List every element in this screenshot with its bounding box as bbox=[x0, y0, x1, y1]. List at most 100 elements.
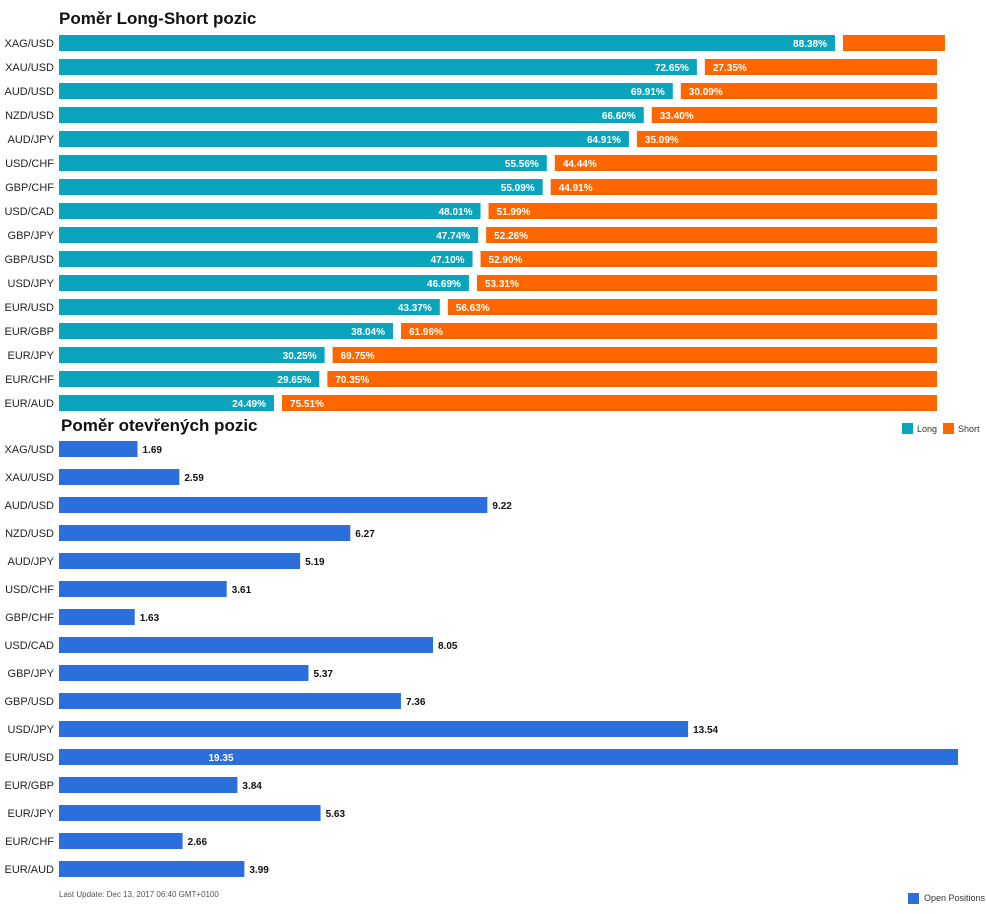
long-value-label: 88.38% bbox=[793, 39, 827, 50]
open-positions-bar bbox=[59, 497, 488, 513]
category-label: EUR/GBP bbox=[4, 780, 54, 792]
short-value-label: 44.91% bbox=[559, 183, 593, 194]
short-value-label: 51.99% bbox=[497, 207, 531, 218]
category-label: EUR/USD bbox=[4, 302, 54, 314]
short-bar bbox=[554, 155, 937, 171]
short-value-label: 56.63% bbox=[456, 303, 490, 314]
category-label: AUD/USD bbox=[4, 86, 54, 98]
open-positions-value-label: 5.63 bbox=[326, 809, 346, 820]
short-bar bbox=[680, 83, 937, 99]
long-value-label: 66.60% bbox=[602, 111, 636, 122]
legend-short-label: Short bbox=[958, 424, 980, 434]
short-value-label: 35.09% bbox=[645, 135, 679, 146]
open-positions-bar bbox=[59, 665, 309, 681]
long-value-label: 30.25% bbox=[283, 351, 317, 362]
long-value-label: 55.09% bbox=[501, 183, 535, 194]
category-label: USD/JPY bbox=[8, 724, 55, 736]
open-positions-value-label: 1.63 bbox=[140, 613, 160, 624]
open-positions-bar bbox=[59, 441, 138, 457]
short-bar bbox=[480, 251, 937, 267]
long-value-label: 24.49% bbox=[232, 399, 266, 410]
category-label: AUD/JPY bbox=[8, 134, 55, 146]
category-label: USD/CAD bbox=[4, 640, 54, 652]
category-label: EUR/USD bbox=[4, 752, 54, 764]
open-positions-value-label: 6.27 bbox=[355, 529, 375, 540]
short-value-label: 75.51% bbox=[290, 399, 324, 410]
long-value-label: 48.01% bbox=[439, 207, 473, 218]
short-bar bbox=[447, 299, 937, 315]
short-bar bbox=[476, 275, 937, 291]
open-positions-bar bbox=[59, 833, 183, 849]
open-positions-bar bbox=[59, 609, 135, 625]
category-label: GBP/CHF bbox=[5, 182, 54, 194]
short-bar bbox=[550, 179, 937, 195]
category-label: XAU/USD bbox=[5, 62, 54, 74]
short-bar bbox=[842, 35, 945, 51]
long-value-label: 46.69% bbox=[427, 279, 461, 290]
long-value-label: 72.65% bbox=[655, 63, 689, 74]
open-positions-value-label: 5.37 bbox=[313, 669, 333, 680]
category-label: EUR/CHF bbox=[5, 374, 54, 386]
short-value-label: 33.40% bbox=[660, 111, 694, 122]
legend-long-label: Long bbox=[917, 424, 937, 434]
long-value-label: 47.74% bbox=[436, 231, 470, 242]
open-positions-value-label: 2.59 bbox=[184, 473, 204, 484]
short-value-label: 70.35% bbox=[335, 375, 369, 386]
short-value-label: 53.31% bbox=[485, 279, 519, 290]
short-bar bbox=[282, 395, 937, 411]
long-bar bbox=[59, 131, 629, 147]
category-label: EUR/GBP bbox=[4, 326, 54, 338]
last-update-text: Last Update: Dec 13, 2017 06:40 GMT+0100 bbox=[59, 890, 219, 899]
open-positions-bar bbox=[59, 805, 321, 821]
open-positions-value-label: 7.36 bbox=[406, 697, 426, 708]
open-positions-value-label: 9.22 bbox=[492, 501, 512, 512]
short-bar bbox=[327, 371, 937, 387]
category-label: USD/CAD bbox=[4, 206, 54, 218]
short-bar bbox=[486, 227, 937, 243]
long-bar bbox=[59, 275, 469, 291]
category-label: USD/CHF bbox=[5, 158, 54, 170]
open-positions-value-label: 13.54 bbox=[693, 725, 718, 736]
short-bar bbox=[488, 203, 937, 219]
short-value-label: 52.90% bbox=[489, 255, 523, 266]
category-label: EUR/CHF bbox=[5, 836, 54, 848]
short-value-label: 30.09% bbox=[689, 87, 723, 98]
short-value-label: 52.26% bbox=[494, 231, 528, 242]
short-bar bbox=[332, 347, 938, 363]
long-value-label: 38.04% bbox=[351, 327, 385, 338]
long-bar bbox=[59, 83, 673, 99]
legend-short-swatch bbox=[943, 423, 954, 434]
short-value-label: 61.96% bbox=[409, 327, 443, 338]
long-bar bbox=[59, 299, 440, 315]
category-label: GBP/JPY bbox=[8, 230, 55, 242]
category-label: XAG/USD bbox=[4, 444, 54, 456]
chart-title: Poměr otevřených pozic bbox=[61, 416, 258, 435]
category-label: GBP/USD bbox=[4, 254, 54, 266]
open-positions-value-label: 19.35 bbox=[209, 753, 234, 764]
long-bar bbox=[59, 251, 473, 267]
category-label: XAG/USD bbox=[4, 38, 54, 50]
open-positions-bar bbox=[59, 721, 689, 737]
short-bar bbox=[704, 59, 937, 75]
legend-open-positions-swatch bbox=[908, 893, 919, 904]
open-positions-bar bbox=[59, 777, 238, 793]
open-positions-value-label: 1.69 bbox=[143, 445, 163, 456]
category-label: GBP/USD bbox=[4, 696, 54, 708]
long-bar bbox=[59, 59, 697, 75]
chart-title: Poměr Long-Short pozic bbox=[59, 9, 256, 28]
category-label: EUR/JPY bbox=[8, 808, 55, 820]
category-label: USD/JPY bbox=[8, 278, 55, 290]
open-positions-bar bbox=[59, 469, 180, 485]
category-label: XAU/USD bbox=[5, 472, 54, 484]
open-positions-value-label: 3.84 bbox=[242, 781, 262, 792]
open-positions-value-label: 3.61 bbox=[232, 585, 252, 596]
long-value-label: 47.10% bbox=[431, 255, 465, 266]
open-positions-bar bbox=[59, 525, 351, 541]
category-label: GBP/JPY bbox=[8, 668, 55, 680]
long-bar bbox=[59, 323, 393, 339]
short-value-label: 44.44% bbox=[563, 159, 597, 170]
long-bar bbox=[59, 155, 547, 171]
open-positions-value-label: 2.66 bbox=[188, 837, 208, 848]
long-bar bbox=[59, 347, 325, 363]
